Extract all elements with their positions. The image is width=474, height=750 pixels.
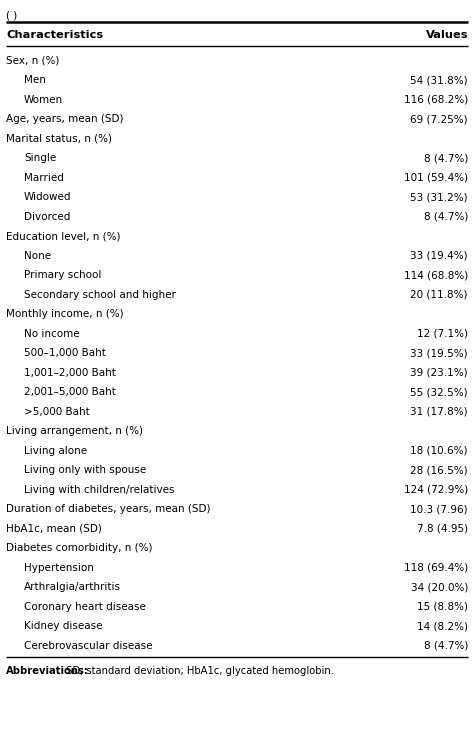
Text: Living with children/relatives: Living with children/relatives	[24, 484, 174, 495]
Text: Arthralgia/arthritis: Arthralgia/arthritis	[24, 582, 121, 592]
Text: Coronary heart disease: Coronary heart disease	[24, 602, 146, 612]
Text: 7.8 (4.95): 7.8 (4.95)	[417, 524, 468, 534]
Text: Primary school: Primary school	[24, 270, 101, 280]
Text: 2,001–5,000 Baht: 2,001–5,000 Baht	[24, 387, 116, 398]
Text: 54 (31.8%): 54 (31.8%)	[410, 75, 468, 86]
Text: 18 (10.6%): 18 (10.6%)	[410, 446, 468, 456]
Text: 8 (4.7%): 8 (4.7%)	[424, 153, 468, 164]
Text: 69 (7.25%): 69 (7.25%)	[410, 114, 468, 124]
Text: Duration of diabetes, years, mean (SD): Duration of diabetes, years, mean (SD)	[6, 504, 210, 515]
Text: Characteristics: Characteristics	[6, 30, 103, 40]
Text: SD, standard deviation; HbA1c, glycated hemoglobin.: SD, standard deviation; HbA1c, glycated …	[63, 666, 334, 676]
Text: No income: No income	[24, 328, 80, 339]
Text: 20 (11.8%): 20 (11.8%)	[410, 290, 468, 299]
Text: 33 (19.4%): 33 (19.4%)	[410, 251, 468, 261]
Text: Divorced: Divorced	[24, 211, 70, 222]
Text: Cerebrovascular disease: Cerebrovascular disease	[24, 640, 153, 650]
Text: 8 (4.7%): 8 (4.7%)	[424, 211, 468, 222]
Text: 33 (19.5%): 33 (19.5%)	[410, 348, 468, 358]
Text: 10.3 (7.96): 10.3 (7.96)	[410, 504, 468, 515]
Text: Marital status, n (%): Marital status, n (%)	[6, 134, 112, 144]
Text: Monthly income, n (%): Monthly income, n (%)	[6, 309, 124, 320]
Text: 31 (17.8%): 31 (17.8%)	[410, 406, 468, 417]
Text: None: None	[24, 251, 51, 261]
Text: 114 (68.8%): 114 (68.8%)	[404, 270, 468, 280]
Text: Age, years, mean (SD): Age, years, mean (SD)	[6, 114, 124, 124]
Text: Living alone: Living alone	[24, 446, 87, 456]
Text: >5,000 Baht: >5,000 Baht	[24, 406, 90, 417]
Text: Education level, n (%): Education level, n (%)	[6, 231, 120, 242]
Text: Single: Single	[24, 153, 56, 164]
Text: Values: Values	[426, 30, 468, 40]
Text: Living arrangement, n (%): Living arrangement, n (%)	[6, 426, 143, 436]
Text: Kidney disease: Kidney disease	[24, 621, 102, 632]
Text: Abbreviations:: Abbreviations:	[6, 666, 89, 676]
Text: 55 (32.5%): 55 (32.5%)	[410, 387, 468, 398]
Text: 101 (59.4%): 101 (59.4%)	[404, 172, 468, 183]
Text: 124 (72.9%): 124 (72.9%)	[404, 484, 468, 495]
Text: Married: Married	[24, 172, 64, 183]
Text: Diabetes comorbidity, n (%): Diabetes comorbidity, n (%)	[6, 543, 153, 554]
Text: 15 (8.8%): 15 (8.8%)	[417, 602, 468, 612]
Text: ( ): ( )	[6, 10, 17, 20]
Text: 39 (23.1%): 39 (23.1%)	[410, 368, 468, 378]
Text: Secondary school and higher: Secondary school and higher	[24, 290, 176, 299]
Text: 118 (69.4%): 118 (69.4%)	[404, 562, 468, 573]
Text: Sex, n (%): Sex, n (%)	[6, 56, 59, 66]
Text: 8 (4.7%): 8 (4.7%)	[424, 640, 468, 650]
Text: HbA1c, mean (SD): HbA1c, mean (SD)	[6, 524, 102, 534]
Text: 53 (31.2%): 53 (31.2%)	[410, 192, 468, 202]
Text: 12 (7.1%): 12 (7.1%)	[417, 328, 468, 339]
Text: 116 (68.2%): 116 (68.2%)	[404, 94, 468, 105]
Text: Women: Women	[24, 94, 63, 105]
Text: Hypertension: Hypertension	[24, 562, 94, 573]
Text: Men: Men	[24, 75, 46, 86]
Text: 500–1,000 Baht: 500–1,000 Baht	[24, 348, 106, 358]
Text: Widowed: Widowed	[24, 192, 72, 202]
Text: 14 (8.2%): 14 (8.2%)	[417, 621, 468, 632]
Text: 1,001–2,000 Baht: 1,001–2,000 Baht	[24, 368, 116, 378]
Text: Living only with spouse: Living only with spouse	[24, 465, 146, 476]
Text: 28 (16.5%): 28 (16.5%)	[410, 465, 468, 476]
Text: 34 (20.0%): 34 (20.0%)	[410, 582, 468, 592]
